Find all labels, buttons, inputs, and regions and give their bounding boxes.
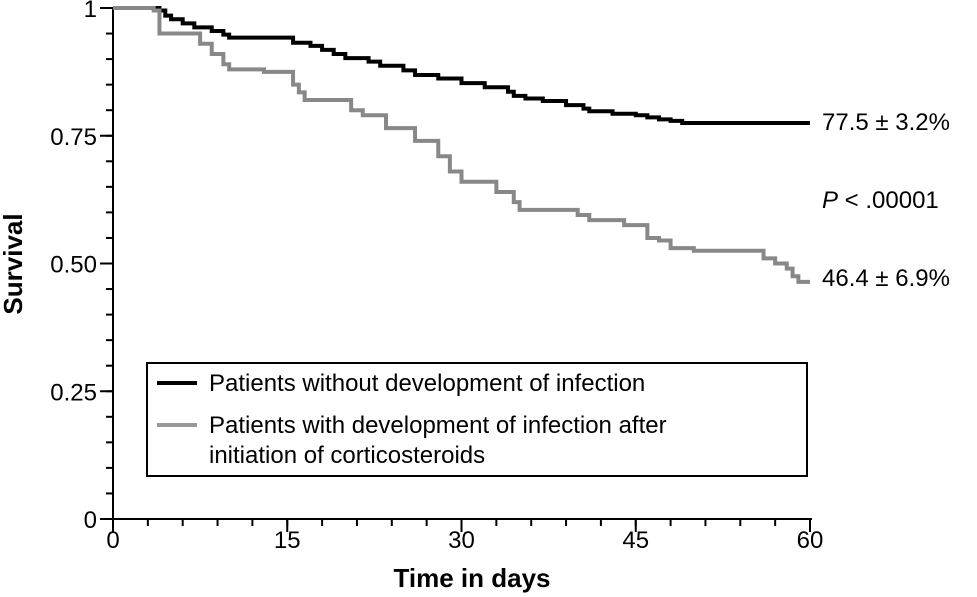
x-tick-label: 45	[622, 527, 649, 554]
p-value-symbol: P	[822, 187, 838, 214]
y-tick-label: 0	[84, 507, 97, 534]
legend-label-without-infection: Patients without development of infectio…	[209, 370, 645, 397]
y-tick-label: 1	[84, 0, 97, 23]
x-tick-label: 60	[797, 527, 824, 554]
y-ticks: 0 0.25 0.50 0.75 1	[50, 0, 113, 534]
legend-label-with-infection-line-2: initiation of corticosteroids	[209, 442, 485, 469]
legend-label-with-infection-line-1: Patients with development of infection a…	[209, 412, 667, 439]
p-value-annotation: P < .00001	[822, 187, 939, 214]
series-end-label-without-infection: 77.5 ± 3.2%	[822, 109, 950, 136]
p-value-text: < .00001	[838, 187, 939, 214]
legend-box	[146, 362, 808, 477]
y-axis-title: Survival	[0, 213, 28, 314]
x-ticks: 0 15 30 45 60	[106, 519, 823, 554]
y-tick-label: 0.25	[50, 379, 97, 406]
x-tick-label: 15	[274, 527, 301, 554]
x-tick-label: 30	[448, 527, 475, 554]
legend-label-with-infection: Patients with development of infection a…	[209, 412, 673, 469]
series-line-with-infection	[113, 6, 810, 284]
y-tick-label: 0.50	[50, 252, 97, 279]
series-end-label-with-infection: 46.4 ± 6.9%	[822, 265, 950, 292]
x-axis-title: Time in days	[393, 563, 550, 593]
series-line-without-infection	[113, 6, 810, 125]
x-tick-label: 0	[106, 527, 119, 554]
legend: Patients without development of infectio…	[146, 362, 808, 477]
y-tick-label: 0.75	[50, 124, 97, 151]
